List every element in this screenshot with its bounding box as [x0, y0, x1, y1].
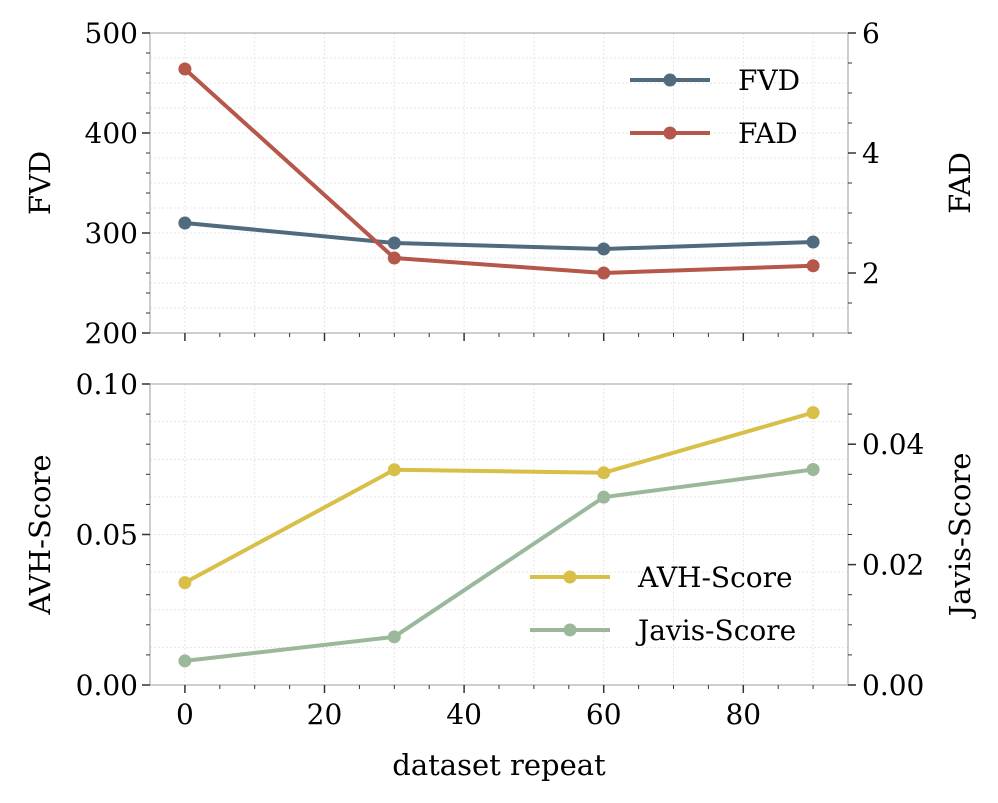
data-point [806, 259, 820, 273]
data-point [597, 242, 611, 256]
left-y-tick-label: 0.10 [76, 368, 138, 401]
legend-label: Javis-Score [635, 614, 796, 647]
x-tick-label: 20 [307, 698, 343, 731]
x-tick-label: 40 [446, 698, 482, 731]
right-y-tick-label: 0.02 [862, 549, 924, 582]
right-y-tick-label: 4 [862, 137, 880, 170]
left-y-axis-label: FVD [23, 151, 57, 215]
data-point [387, 236, 401, 250]
left-y-tick-label: 200 [85, 317, 138, 350]
legend-label: AVH-Score [637, 561, 793, 594]
left-y-axis: 0.00 0.05 0.10 AVH-Score [23, 368, 150, 702]
right-y-tick-label: 2 [862, 257, 880, 290]
right-y-axis: 0.00 0.02 0.04 Javis-Score [848, 383, 977, 702]
data-point [806, 235, 820, 249]
left-y-axis: 200 300 400 500 FVD [23, 17, 150, 350]
series-javis-score [178, 462, 820, 668]
legend: AVH-Score Javis-Score [530, 561, 796, 647]
data-point [806, 406, 820, 420]
data-point [597, 466, 611, 480]
data-point [178, 654, 192, 668]
x-tick-label: 60 [586, 698, 622, 731]
data-point [806, 462, 820, 476]
legend-marker [563, 623, 577, 637]
right-y-tick-label: 0.00 [862, 669, 924, 702]
data-point [178, 62, 192, 76]
legend-label: FVD [738, 64, 800, 97]
x-axis [184, 333, 814, 341]
data-point [597, 490, 611, 504]
data-point [178, 216, 192, 230]
data-point [387, 251, 401, 265]
series-line [183, 410, 814, 585]
right-y-axis-label: Javis-Score [943, 453, 977, 620]
left-y-tick-label: 0.00 [76, 669, 138, 702]
x-tick-label: 0 [176, 698, 194, 731]
x-axis-label: dataset repeat [392, 748, 606, 782]
data-point [597, 266, 611, 280]
data-point [387, 463, 401, 477]
left-y-tick-label: 400 [85, 117, 138, 150]
legend-label: FAD [738, 117, 798, 150]
legend-marker [663, 73, 677, 87]
x-tick-label: 80 [725, 698, 761, 731]
x-axis: 0 20 40 60 80 dataset repeat [176, 685, 814, 782]
legend: FVD FAD [630, 64, 800, 150]
legend-marker [563, 570, 577, 584]
series-fvd [178, 216, 820, 256]
right-y-axis: 2 4 6 FAD [848, 17, 977, 334]
right-y-tick-label: 0.04 [862, 428, 924, 461]
chart-panel-2: 0 20 40 60 80 dataset repeat 0.00 0.05 0.10 AVH-S… [23, 368, 977, 782]
right-y-tick-label: 6 [862, 17, 880, 50]
left-y-tick-label: 300 [85, 217, 138, 250]
chart-panel-1: 200 300 400 500 FVD 2 4 6 FAD FVD FAD [23, 17, 977, 350]
data-point [387, 630, 401, 644]
left-y-tick-label: 500 [85, 17, 138, 50]
left-y-axis-label: AVH-Score [23, 454, 57, 615]
data-point [178, 576, 192, 590]
series-line [184, 467, 814, 663]
series-avh-score [178, 406, 820, 590]
left-y-tick-label: 0.05 [76, 519, 138, 552]
series-line [183, 67, 814, 275]
series-fad [178, 62, 820, 280]
legend-marker [663, 126, 677, 140]
right-y-axis-label: FAD [943, 152, 977, 214]
series-line [184, 221, 814, 251]
